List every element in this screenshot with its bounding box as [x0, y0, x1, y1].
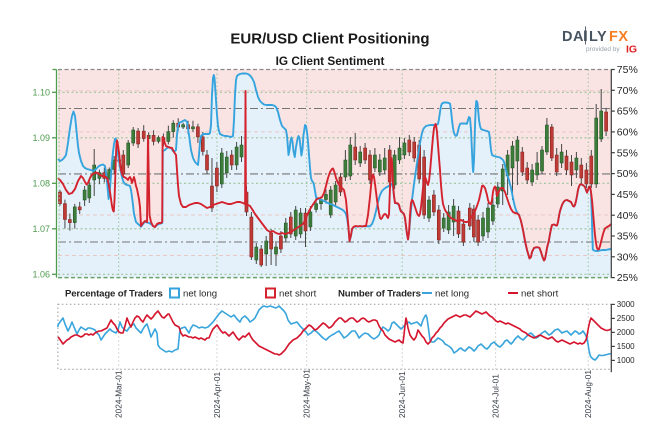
svg-text:30%: 30%: [617, 251, 638, 263]
svg-text:2024-Aug-01: 2024-Aug-01: [583, 370, 593, 418]
svg-text:70%: 70%: [617, 85, 638, 97]
svg-text:LY: LY: [589, 29, 607, 45]
svg-text:1.10: 1.10: [32, 88, 50, 98]
svg-text:Number of Traders: Number of Traders: [338, 289, 421, 300]
svg-text:75%: 75%: [617, 64, 638, 76]
svg-text:FX: FX: [609, 29, 629, 45]
svg-text:2024-Jul-01: 2024-Jul-01: [491, 374, 501, 418]
svg-text:2024-Mar-01: 2024-Mar-01: [114, 370, 124, 418]
svg-text:net long: net long: [435, 289, 469, 300]
svg-text:IG: IG: [626, 44, 637, 56]
svg-text:1.09: 1.09: [32, 133, 50, 143]
svg-text:provided by: provided by: [586, 46, 620, 53]
svg-text:55%: 55%: [617, 147, 638, 159]
svg-text:IG Client Sentiment: IG Client Sentiment: [276, 54, 385, 68]
svg-text:1.06: 1.06: [32, 270, 50, 280]
svg-text:2024-May-01: 2024-May-01: [302, 369, 312, 418]
svg-text:60%: 60%: [617, 127, 638, 139]
svg-text:35%: 35%: [617, 231, 638, 243]
svg-text:50%: 50%: [617, 168, 638, 180]
svg-text:1.07: 1.07: [32, 224, 50, 234]
svg-text:1.08: 1.08: [32, 179, 50, 189]
svg-text:65%: 65%: [617, 106, 638, 118]
svg-text:Percentage of Traders: Percentage of Traders: [65, 289, 163, 300]
svg-text:25%: 25%: [617, 272, 638, 284]
svg-text:3000: 3000: [617, 300, 635, 309]
svg-text:EUR/USD Client Positioning: EUR/USD Client Positioning: [230, 31, 429, 48]
svg-text:40%: 40%: [617, 210, 638, 222]
svg-text:2500: 2500: [617, 314, 635, 323]
svg-text:1500: 1500: [617, 342, 635, 351]
svg-text:45%: 45%: [617, 189, 638, 201]
svg-text:net short: net short: [279, 289, 317, 300]
svg-text:DA: DA: [562, 29, 584, 45]
svg-text:net long: net long: [183, 289, 217, 300]
svg-text:net short: net short: [521, 289, 559, 300]
svg-text:2024-Apr-01: 2024-Apr-01: [212, 371, 222, 418]
svg-text:2000: 2000: [617, 328, 635, 337]
svg-text:2024-Jun-01: 2024-Jun-01: [397, 371, 407, 418]
svg-text:1000: 1000: [617, 356, 635, 365]
